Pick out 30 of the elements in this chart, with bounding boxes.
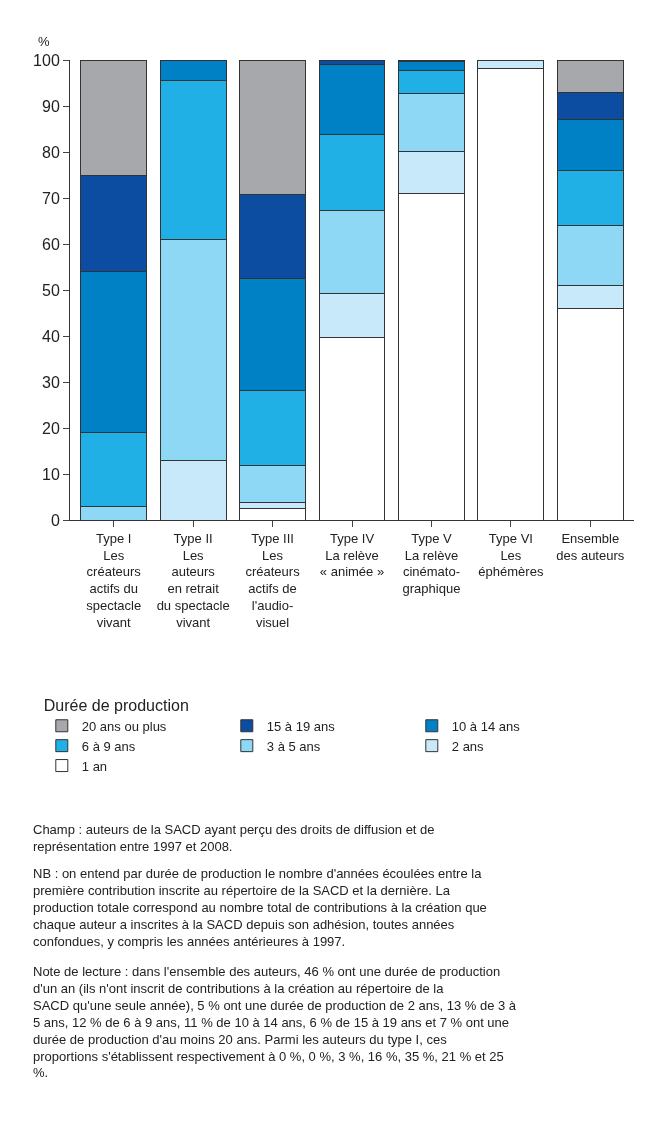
legend-label: 10 à 14 ans — [451, 718, 521, 734]
legend-label: 2 ans — [451, 738, 485, 754]
text: Champ : auteurs de la SACD ayant perçu des droits de diffusion et de représentation entre 1997 et 2008. — [33, 822, 435, 854]
legend-label: 3 à 5 ans — [266, 738, 321, 754]
text: Note de lecture : dans l'ensemble des auteurs, 46 % ont une durée de production d'un an (ils n'ont inscrit de contributions à la création au répertoire de la SACD qu'une seule année), 5 % ont une durée de production de 2 ans, 13 % de 3 à 5 ans, 12 % de 6 à 9 ans, 11 % de 10 à 14 ans, 6 % de 15 à 19 ans et 7 % ont une durée de production d'au moins 20 ans. Parmi les auteurs du type I, ces proportions s'établissent respectivement à 0 %, 0 %, 3 %, 16 %, 35 %, 21 % et 25 %. — [33, 964, 517, 1081]
text: NB : on entend par durée de production le nombre d'années écoulées entre la première contribution inscrite au répertoire de la SACD et la dernière. La production totale correspond au nombre total de contributions à la création que chaque auteur a inscrites à la SACD depuis son adhésion, toutes années confondues, y compris les années antérieures à 1997. — [33, 866, 487, 949]
y-tick-label: 50 — [42, 281, 60, 299]
x-tick-label: Type II Les auteurs en retrait du spectacle vivant — [156, 530, 230, 631]
y-tick-label: 0 — [50, 511, 60, 529]
legend-label: 6 à 9 ans — [81, 738, 136, 754]
y-tick-label: 10 — [42, 465, 60, 483]
y-tick-label: 90 — [42, 97, 60, 115]
legend-label: 20 ans ou plus — [81, 718, 167, 734]
x-tick-label: Type III Les créateurs actifs de l'audio- visuel — [245, 530, 301, 631]
x-tick-label: Ensemble des auteurs — [556, 530, 625, 563]
x-tick-label: Type IV La relève « animée » — [319, 530, 385, 580]
legend-label: 1 an — [81, 758, 108, 774]
x-tick-label: Type VI Les éphémères — [478, 530, 544, 580]
legend-label: 15 à 19 ans — [266, 718, 336, 734]
y-tick-label: 70 — [42, 189, 60, 207]
y-tick-label: 20 — [42, 419, 60, 437]
legend-title: Durée de production — [43, 696, 189, 714]
y-tick-label: 80 — [42, 143, 60, 161]
x-tick-label: Type I Les créateurs actifs du spectacle vivant — [86, 530, 142, 631]
y-tick-label: 100 — [33, 51, 60, 69]
y-axis-title: % — [38, 34, 50, 49]
y-tick-label: 60 — [42, 235, 60, 253]
y-tick-label: 30 — [42, 373, 60, 391]
y-tick-label: 40 — [42, 327, 60, 345]
x-tick-label: Type V La relève cinémato- graphique — [402, 530, 461, 597]
